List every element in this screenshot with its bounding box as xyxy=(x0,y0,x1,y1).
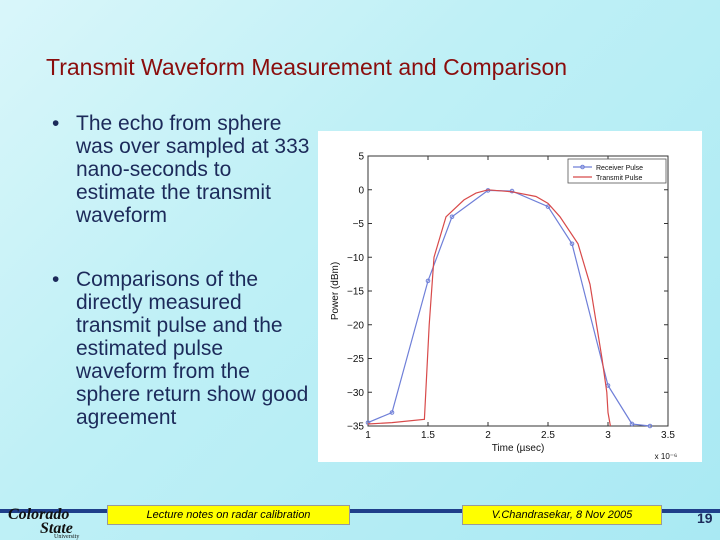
university-logo: Colorado State University xyxy=(4,506,94,540)
x-tick-label: 1.5 xyxy=(421,430,435,441)
receiver-pulse-point xyxy=(365,420,371,425)
plot-frame xyxy=(367,155,669,427)
legend-marker xyxy=(580,164,585,170)
bullet-text: The echo from sphere was over sampled at… xyxy=(76,112,310,227)
footer-author-date: V.Chandrasekar, 8 Nov 2005 xyxy=(462,505,662,525)
x-tick-label: 2.5 xyxy=(541,430,555,441)
bullet-list: • The echo from sphere was over sampled … xyxy=(52,112,314,470)
logo-text-line3: University xyxy=(54,534,80,540)
footer-divider xyxy=(0,509,720,513)
receiver-pulse-point xyxy=(647,423,653,429)
receiver-pulse-point xyxy=(425,278,431,284)
bullet-text: Comparisons of the directly measured tra… xyxy=(76,268,309,429)
y-axis-label: Power (dBm) xyxy=(330,262,341,320)
y-tick-label: −10 xyxy=(347,253,364,264)
slide-title: Transmit Waveform Measurement and Compar… xyxy=(46,54,568,80)
logo-text-line1: Colorado xyxy=(8,506,70,523)
legend-label: Receiver Pulse xyxy=(596,165,643,172)
y-tick-label: −5 xyxy=(353,219,365,230)
receiver-pulse-point xyxy=(389,410,395,415)
chart-panel: 1 1.5 2 2.5 3 3.5 5 0 −5 −10 −15 −20 −25 −30 −35 Time (… xyxy=(318,131,702,462)
y-tick-label: −30 xyxy=(347,388,364,399)
receiver-pulse-point xyxy=(449,214,455,220)
y-tick-label: 0 xyxy=(358,185,364,196)
bullet-item: • Comparisons of the directly measured t… xyxy=(52,268,314,429)
legend-box xyxy=(567,158,667,184)
power-time-chart: 1 1.5 2 2.5 3 3.5 5 0 −5 −10 −15 −20 −25 −30 −35 Time (… xyxy=(330,152,678,462)
receiver-pulse-point xyxy=(629,421,635,427)
bullet-item: • The echo from sphere was over sampled … xyxy=(52,112,314,227)
receiver-pulse-point xyxy=(545,204,551,209)
y-tick-label: 5 xyxy=(358,152,364,163)
bullet-symbol: • xyxy=(52,112,60,135)
x-tick-label: 3 xyxy=(605,430,611,441)
legend-label: Transmit Pulse xyxy=(596,175,643,182)
y-tick-label: −15 xyxy=(347,287,364,298)
receiver-pulse-line xyxy=(367,189,651,427)
page-number: 19 xyxy=(697,510,713,526)
logo-text-line2: State xyxy=(40,520,73,537)
y-tick-label: −25 xyxy=(347,354,364,365)
x-axis-multiplier: x 10⁻⁶ xyxy=(655,452,678,461)
y-tick-label: −20 xyxy=(347,320,364,331)
receiver-pulse-point xyxy=(569,241,575,247)
bullet-symbol: • xyxy=(52,268,60,291)
y-tick-label: −35 xyxy=(347,422,364,433)
x-tick-label: 1 xyxy=(365,430,371,441)
x-axis-label: Time (µsec) xyxy=(492,443,545,454)
x-tick-label: 2 xyxy=(485,430,491,441)
transmit-pulse-line xyxy=(367,189,611,427)
x-tick-label: 3.5 xyxy=(661,430,675,441)
footer-lecture-note: Lecture notes on radar calibration xyxy=(107,505,350,525)
